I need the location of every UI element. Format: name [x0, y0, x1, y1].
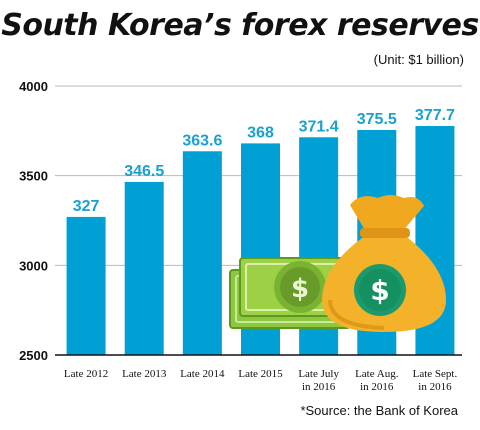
y-tick-label: 2500	[19, 348, 48, 363]
data-labels: 327 346.5 363.6 368 371.4 375.5 377.7	[73, 107, 455, 215]
data-label: 375.5	[357, 111, 397, 128]
bill-dollar-symbol: $	[291, 274, 309, 304]
x-axis-labels: Late 2012 Late 2013 Late 2014 Late 2015 Late…	[64, 368, 458, 393]
x-tick-label: Late 2012	[64, 368, 108, 380]
x-tick-label: Late July	[298, 368, 339, 380]
bar	[66, 216, 106, 355]
bar	[124, 181, 164, 355]
data-label: 363.6	[182, 132, 222, 149]
y-tick-label: 3000	[19, 258, 48, 273]
x-tick-label: Late 2014	[180, 368, 225, 380]
bar	[182, 151, 222, 355]
y-tick-label: 3500	[19, 169, 48, 184]
x-tick-label: Late 2015	[238, 368, 283, 380]
y-axis-ticks: 2500 3000 3500 4000	[19, 79, 48, 363]
x-tick-label: Late 2013	[122, 368, 167, 380]
data-label: 377.7	[415, 107, 455, 124]
x-tick-label: in 2016	[302, 381, 336, 393]
bag-dollar-symbol: $	[370, 274, 389, 307]
data-label: 368	[247, 124, 274, 141]
x-tick-label: in 2016	[418, 381, 452, 393]
data-label: 327	[73, 198, 100, 215]
data-label: 371.4	[299, 118, 339, 135]
y-tick-label: 4000	[19, 79, 48, 94]
chart-title: South Korea’s forex reserves	[1, 8, 479, 43]
x-tick-label: Late Aug.	[355, 368, 399, 380]
x-tick-label: Late Sept.	[413, 368, 458, 380]
data-label: 346.5	[124, 163, 164, 180]
x-tick-label: in 2016	[360, 381, 394, 393]
source-note: *Source: the Bank of Korea	[300, 403, 458, 418]
unit-note: (Unit: $1 billion)	[373, 52, 464, 67]
money-bag-icon: $	[322, 195, 446, 332]
